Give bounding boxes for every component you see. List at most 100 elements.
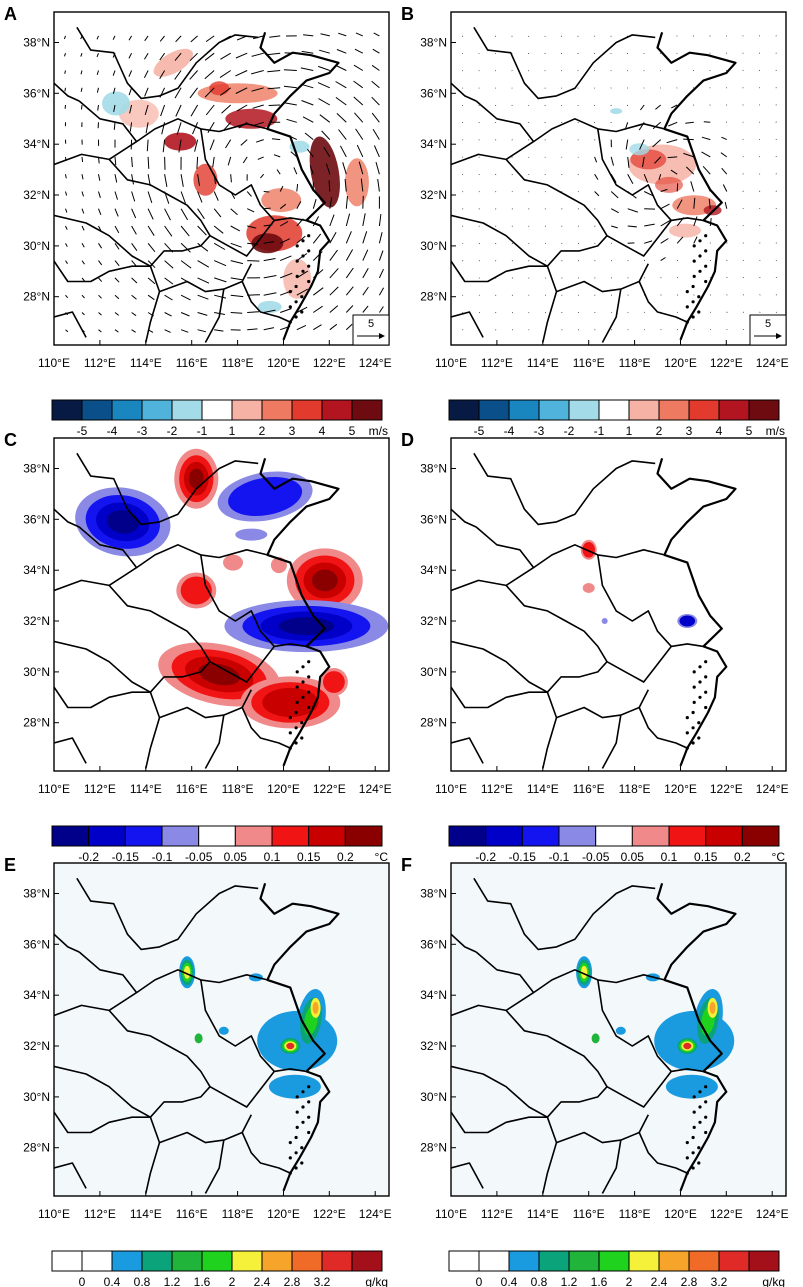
wind-vector (301, 50, 314, 54)
island-dot (704, 1115, 708, 1119)
coastline (656, 31, 737, 341)
wind-vector (353, 80, 364, 89)
colorbar-swatch (261, 399, 293, 421)
wind-vector (323, 146, 331, 158)
wind-vector (225, 139, 232, 149)
colorbar-swatch (668, 825, 707, 847)
panel-b: B 38°N 36°N 34°N 32°N 30°N 28°N 110°E 112°E 114°E… (401, 4, 789, 370)
moisture-anomaly-blob (286, 1042, 295, 1050)
island-dot (301, 1090, 305, 1094)
wind-vector (644, 223, 655, 227)
wind-vector (175, 35, 182, 43)
lon-label: 116°E (573, 356, 605, 370)
wind-vector (174, 70, 182, 80)
province-boundary (149, 263, 253, 293)
wind-vector (65, 243, 68, 247)
lat-label: 38°N (420, 887, 447, 901)
island-dot (301, 695, 305, 699)
province-boundary (54, 1111, 151, 1134)
province-boundary (200, 554, 275, 647)
wind-vector (213, 208, 222, 218)
wind-vector (611, 225, 618, 229)
wind-vector (98, 294, 102, 299)
island-dot (307, 1115, 311, 1119)
colorbar-unit: °C (772, 850, 786, 864)
lon-label: 124°E (359, 356, 392, 370)
province-boundary (54, 508, 80, 528)
temperature-anomaly-blob (198, 663, 240, 686)
wind-vector (280, 308, 292, 313)
lat-label: 38°N (420, 36, 447, 50)
island-dot (691, 726, 695, 730)
wind-vector (335, 81, 347, 89)
wind-vector (511, 208, 513, 210)
province-boundary (597, 128, 672, 221)
wind-vector (164, 225, 173, 237)
wind-vector (247, 294, 261, 296)
wind-vector (113, 104, 116, 112)
wind-vector (360, 178, 364, 192)
colorbar-tick-label: 0.1 (661, 850, 678, 864)
wind-vector (65, 329, 69, 333)
wind-vector (247, 225, 257, 229)
province-boundary (638, 707, 688, 749)
wind-vector (273, 154, 281, 158)
colorbar-swatch (111, 399, 143, 421)
island-dot (685, 1156, 689, 1160)
island-dot (704, 675, 708, 679)
island-dot (307, 690, 311, 694)
reference-vector-head (379, 333, 385, 339)
wind-vector (97, 104, 99, 111)
coastline (656, 882, 737, 1192)
island-dot (294, 710, 298, 715)
wind-vector (336, 113, 347, 123)
reference-vector-head (776, 333, 782, 339)
wind-vector (263, 292, 277, 296)
colorbar-tick-label: 0 (476, 1275, 483, 1287)
wind-vector (65, 294, 69, 299)
wind-vector (230, 208, 238, 216)
lon-label: 118°E (222, 1207, 254, 1221)
wind-vector (164, 312, 172, 317)
wind-vector (112, 87, 116, 94)
colorbar-tick-label: 2.4 (651, 1275, 668, 1287)
wind-vector (180, 260, 192, 269)
wind-vector (189, 70, 198, 80)
province-boundary (241, 281, 291, 323)
wind-vector (180, 225, 190, 237)
temperature-anomaly-blob (223, 554, 243, 571)
lat-label: 32°N (23, 1039, 50, 1053)
wind-vector (279, 221, 289, 227)
wind-vector (235, 87, 248, 94)
wind-vector (271, 138, 281, 141)
wind-vector (246, 191, 252, 197)
wind-vector (98, 174, 101, 181)
lon-label: 122°E (313, 1207, 346, 1221)
lon-label: 110°E (435, 1207, 467, 1221)
colorbar-tick-label: 3.2 (314, 1275, 331, 1287)
wind-vector (164, 260, 174, 269)
wind-vector (65, 260, 68, 264)
wind-vector (594, 156, 598, 163)
wind-vector (114, 329, 119, 333)
island-dot (301, 1120, 305, 1124)
wind-vector (627, 173, 634, 185)
wind-vector (371, 80, 380, 89)
wind-vector (197, 277, 210, 284)
wind-vector (335, 96, 347, 106)
island-dot (704, 1100, 708, 1104)
wind-vector (666, 139, 678, 144)
wind-vector (81, 225, 85, 231)
lat-label: 32°N (420, 188, 447, 202)
colorbar-swatch (595, 825, 633, 847)
province-boundary (473, 877, 656, 951)
lat-label: 28°N (23, 716, 50, 730)
island-dot (301, 269, 305, 273)
wind-vector (610, 208, 619, 214)
province-boundary (145, 291, 161, 343)
island-dot (692, 244, 696, 248)
wind-vector (319, 49, 330, 54)
colorbar-tick-label: 0.15 (297, 850, 321, 864)
wind-vector (214, 294, 227, 299)
wind-vector (373, 145, 380, 158)
